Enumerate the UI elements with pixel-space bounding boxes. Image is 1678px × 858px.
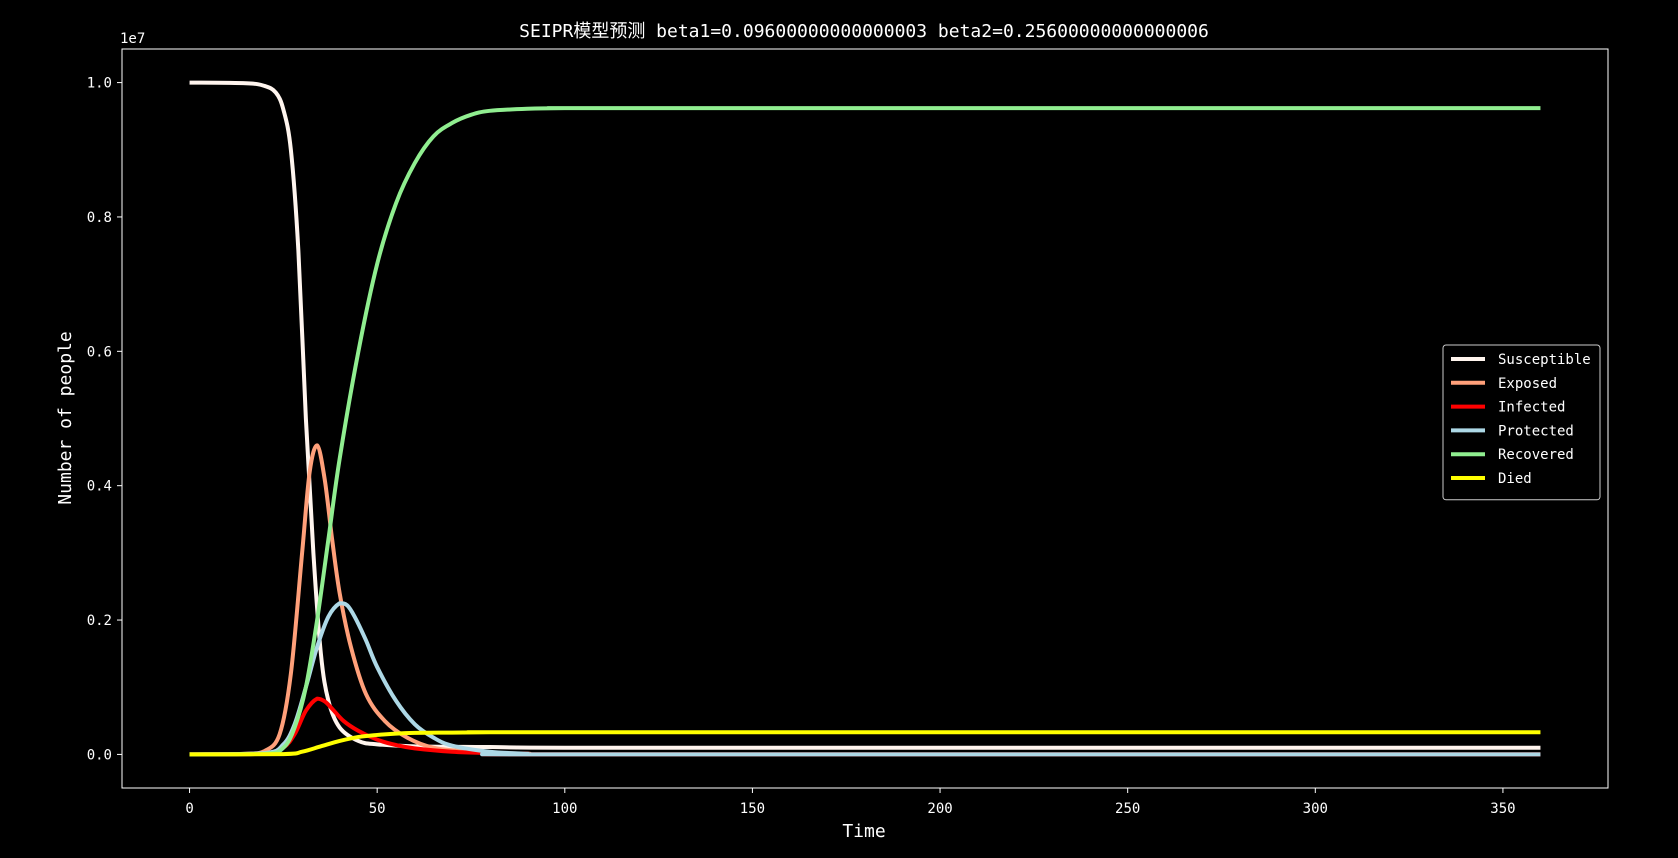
y-tick-label: 0.0 — [87, 747, 112, 763]
x-tick-label: 50 — [369, 801, 386, 817]
chart-title: SEIPR模型预测 beta1=0.09600000000000003 beta… — [519, 21, 1209, 42]
legend-label-died: Died — [1498, 471, 1532, 487]
y-axis-label: Number of people — [55, 331, 76, 504]
x-tick-label: 100 — [552, 801, 577, 817]
series-line-susceptible — [189, 80, 1541, 750]
x-tick-label: 250 — [1115, 801, 1140, 817]
series-line-exposed — [189, 443, 1541, 757]
legend-label-recovered: Recovered — [1498, 447, 1574, 463]
y-tick-label: 0.4 — [87, 479, 112, 495]
x-tick-label: 200 — [927, 801, 952, 817]
legend-label-infected: Infected — [1498, 400, 1565, 416]
legend-label-exposed: Exposed — [1498, 376, 1557, 392]
x-axis-label: Time — [842, 821, 885, 842]
y-tick-label: 0.8 — [87, 210, 112, 226]
x-tick-label: 150 — [740, 801, 765, 817]
y-tick-label: 0.2 — [87, 613, 112, 629]
series-line-recovered — [189, 106, 1541, 757]
x-tick-label: 300 — [1303, 801, 1328, 817]
y-tick-label: 0.6 — [87, 344, 112, 360]
legend: Susceptible Exposed Infected Protected Recov… — [1442, 344, 1601, 501]
plot-frame — [121, 48, 1609, 789]
y-tick-label: 1.0 — [87, 76, 112, 92]
x-tick-label: 350 — [1490, 801, 1515, 817]
series-line-died — [189, 730, 1541, 757]
y-offset-label: 1e7 — [120, 31, 145, 47]
axes: 0 50 100 150 200 250 300 350 0.0 0.2 0.4 0.6 0.8 1.0 — [87, 76, 1516, 817]
series-lines — [189, 80, 1541, 757]
x-tick-label: 0 — [185, 801, 193, 817]
legend-label-susceptible: Susceptible — [1498, 352, 1591, 368]
legend-label-protected: Protected — [1498, 423, 1574, 439]
